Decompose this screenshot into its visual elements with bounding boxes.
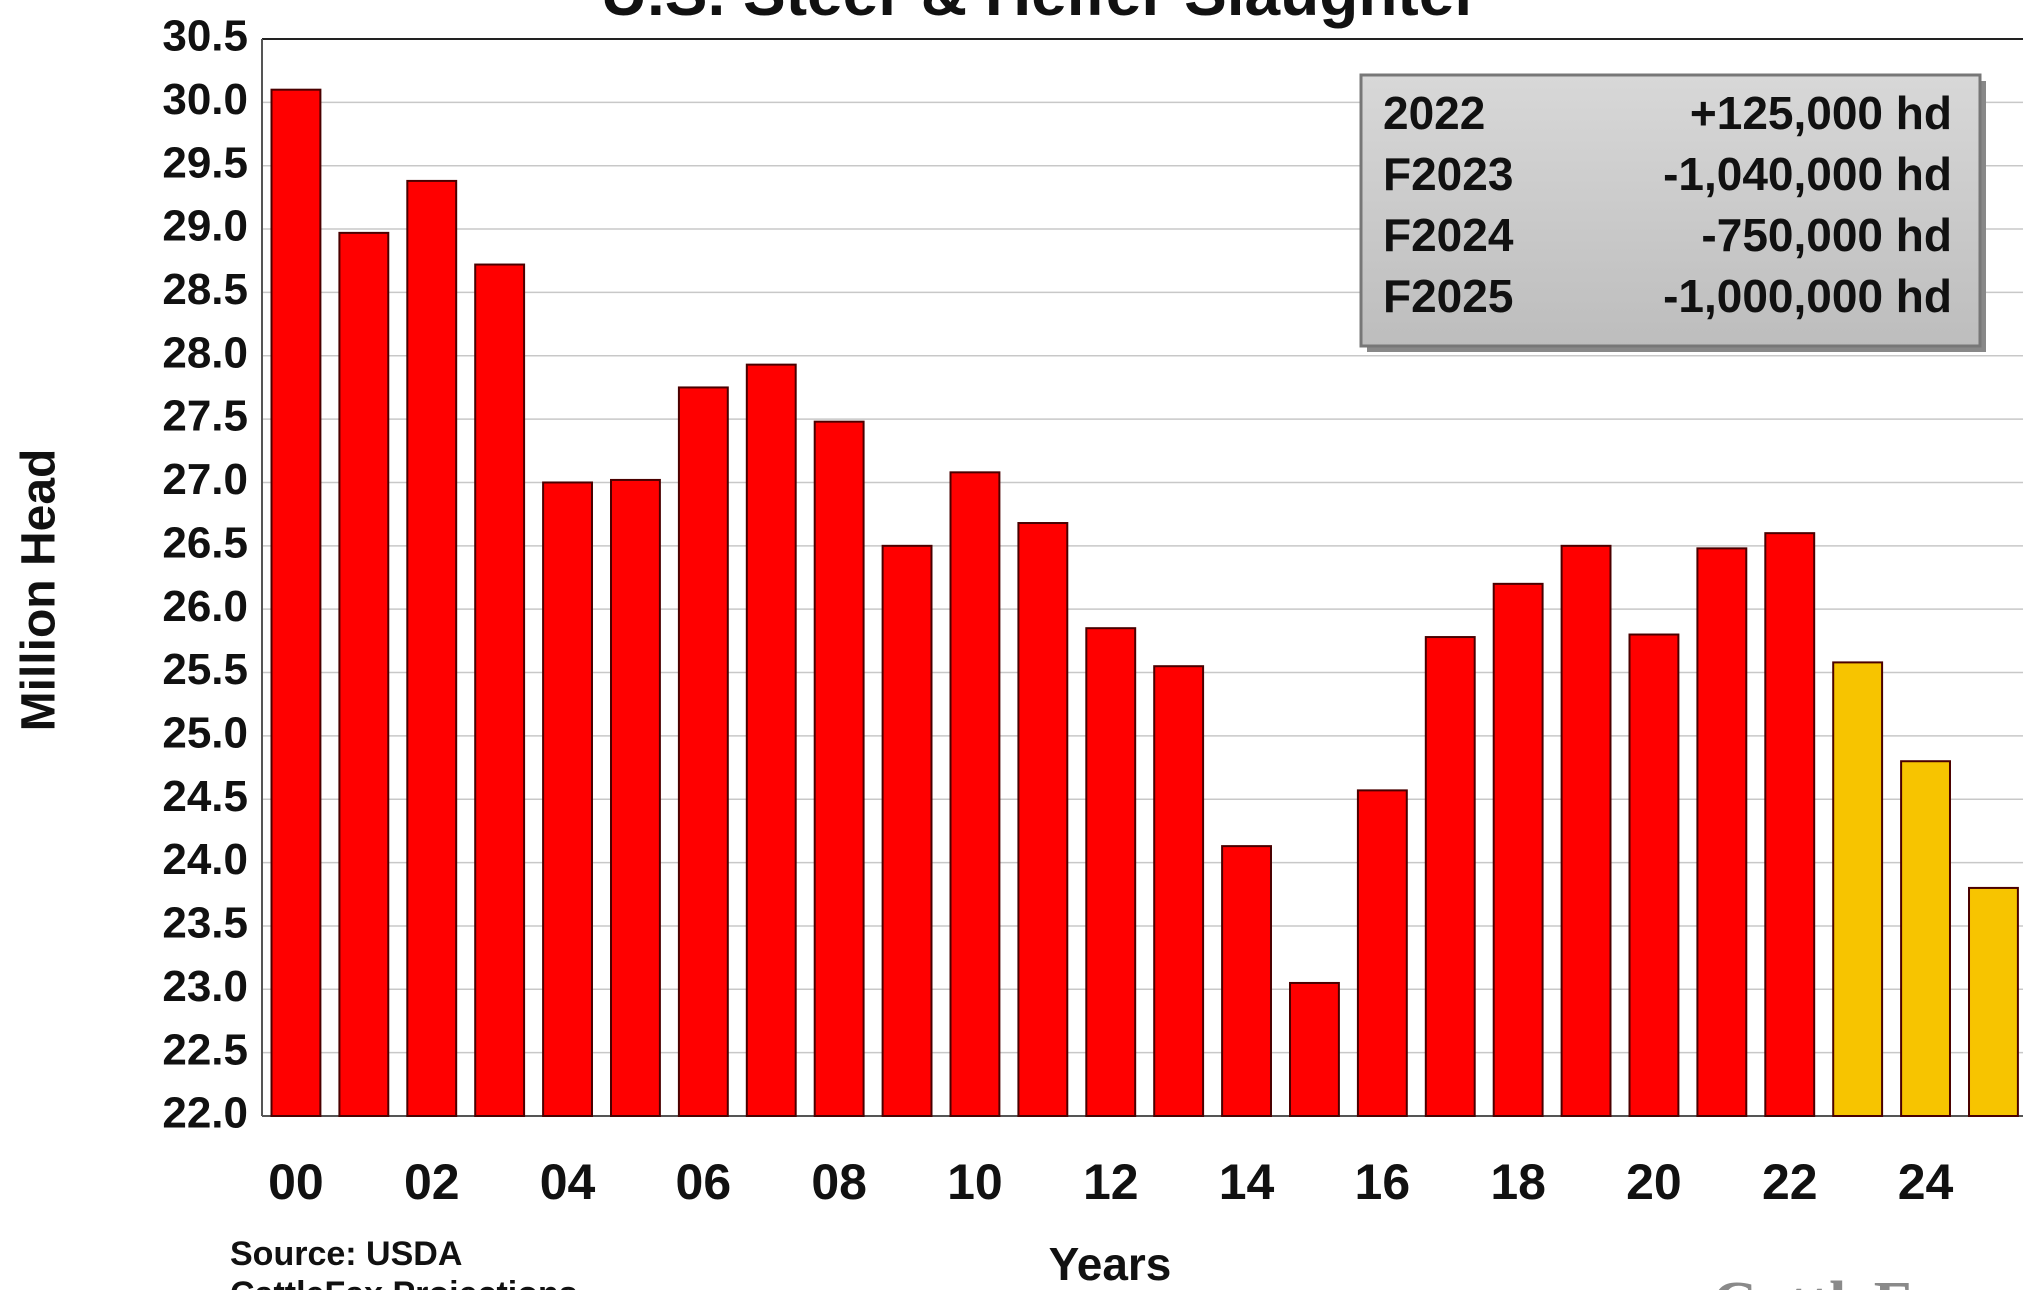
annotation-change: -1,000,000 hd <box>1663 270 1952 322</box>
bar <box>1968 886 2019 1117</box>
x-tick-label: 20 <box>1626 1154 1682 1210</box>
logo: CattleFax <box>1712 1270 1974 1290</box>
annotation-year: F2025 <box>1383 270 1513 322</box>
x-tick-label: 16 <box>1355 1154 1411 1210</box>
bar <box>1492 582 1544 1117</box>
bar <box>745 363 797 1118</box>
bar <box>1085 627 1137 1118</box>
annotation-year: 2022 <box>1383 87 1485 139</box>
x-tick-label: 18 <box>1490 1154 1546 1210</box>
y-tick-label: 30.5 <box>162 12 248 61</box>
x-tick-label: 00 <box>268 1154 324 1210</box>
x-tick-label: 14 <box>1219 1154 1275 1210</box>
x-tick-label: 24 <box>1898 1154 1954 1210</box>
y-tick-label: 24.0 <box>162 835 248 884</box>
x-tick-label: 06 <box>676 1154 732 1210</box>
chart-title: U.S. Steer & Heifer Slaughter <box>601 0 1479 29</box>
y-tick-label: 28.0 <box>162 328 248 377</box>
y-tick-label: 26.5 <box>162 518 248 567</box>
bar <box>1560 544 1612 1117</box>
y-tick-label: 30.0 <box>162 75 248 124</box>
y-tick-label: 22.0 <box>162 1089 248 1138</box>
bar <box>1289 981 1340 1117</box>
bar <box>1221 845 1272 1117</box>
y-tick-label: 29.5 <box>162 138 248 187</box>
bar <box>949 471 1001 1117</box>
y-tick-label: 28.5 <box>162 265 248 314</box>
x-axis-label: Years <box>1049 1238 1172 1290</box>
annotation-change: -1,040,000 hd <box>1663 148 1952 200</box>
y-tick-label: 23.5 <box>162 899 248 948</box>
bar <box>881 544 933 1117</box>
bar <box>270 88 322 1117</box>
bar <box>406 179 458 1117</box>
y-tick-label: 24.5 <box>162 772 248 821</box>
y-tick-label: 23.0 <box>162 962 248 1011</box>
annotation-year: F2024 <box>1383 209 1514 261</box>
bar <box>610 478 661 1117</box>
bar <box>813 420 865 1117</box>
annotation-box <box>1359 73 1982 348</box>
bar <box>338 231 390 1118</box>
y-tick-label: 27.5 <box>162 392 248 441</box>
y-axis-label: Million Head <box>13 449 66 732</box>
bar <box>1356 789 1408 1118</box>
x-tick-label: 02 <box>404 1154 460 1210</box>
bar <box>1764 532 1816 1117</box>
x-tick-label: 22 <box>1762 1154 1818 1210</box>
source: CattleFax Projections <box>230 1275 578 1290</box>
y-tick-label: 22.5 <box>162 1025 248 1074</box>
x-tick-label: 08 <box>811 1154 867 1210</box>
source: Source: USDA <box>230 1235 462 1273</box>
bar <box>1900 760 1951 1117</box>
y-tick-label: 25.5 <box>162 645 248 694</box>
annotation-change: +125,000 hd <box>1690 87 1952 139</box>
bar <box>1696 547 1748 1117</box>
bar <box>677 386 729 1117</box>
x-tick-label: 12 <box>1083 1154 1139 1210</box>
bar <box>1832 661 1884 1117</box>
annotation-year: F2023 <box>1383 148 1513 200</box>
y-tick-label: 29.0 <box>162 202 248 251</box>
bar <box>1017 522 1069 1117</box>
bar <box>1628 633 1680 1117</box>
x-tick-label: 04 <box>540 1154 596 1210</box>
bar <box>542 481 593 1117</box>
y-tick-label: 27.0 <box>162 455 248 504</box>
annotation-change: -750,000 hd <box>1701 209 1952 261</box>
bar <box>474 263 526 1117</box>
bar <box>1424 636 1476 1117</box>
y-tick-label: 25.0 <box>162 709 248 758</box>
x-tick-label: 10 <box>947 1154 1003 1210</box>
y-tick-label: 26.0 <box>162 582 248 631</box>
bar <box>1153 665 1205 1117</box>
